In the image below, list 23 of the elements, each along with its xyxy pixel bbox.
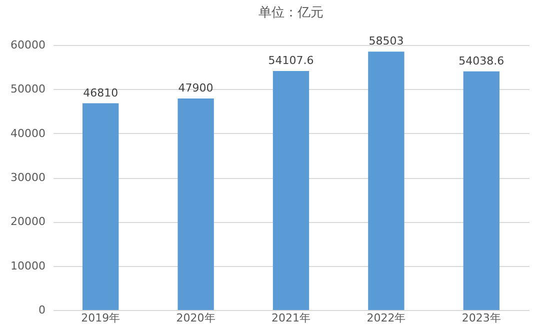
x-tick-label: 2020年 — [176, 312, 216, 324]
x-tick-label: 2022年 — [366, 312, 406, 324]
y-tick-label: 0 — [38, 304, 46, 316]
x-tick-label: 2019年 — [81, 312, 120, 324]
x-tick-label: 2023年 — [462, 312, 501, 324]
y-tick-label: 10000 — [10, 259, 46, 272]
x-tick-label: 2021年 — [272, 312, 310, 324]
y-tick-label: 30000 — [10, 171, 46, 184]
bar — [368, 52, 404, 310]
data-label: 54107.6 — [268, 54, 314, 68]
bar — [463, 71, 500, 310]
data-label: 54038.6 — [458, 54, 504, 68]
bar — [178, 98, 214, 310]
y-tick-label: 50000 — [10, 82, 46, 96]
data-label: 46810 — [83, 86, 118, 100]
bar — [82, 103, 119, 310]
y-tick-label: 40000 — [10, 126, 46, 140]
data-label: 47900 — [178, 81, 214, 94]
data-label: 58503 — [368, 34, 404, 48]
y-tick-label: 60000 — [10, 38, 46, 52]
bar — [272, 71, 310, 310]
y-tick-label: 20000 — [10, 215, 46, 228]
chart-title: 单位：亿元 — [258, 6, 324, 21]
